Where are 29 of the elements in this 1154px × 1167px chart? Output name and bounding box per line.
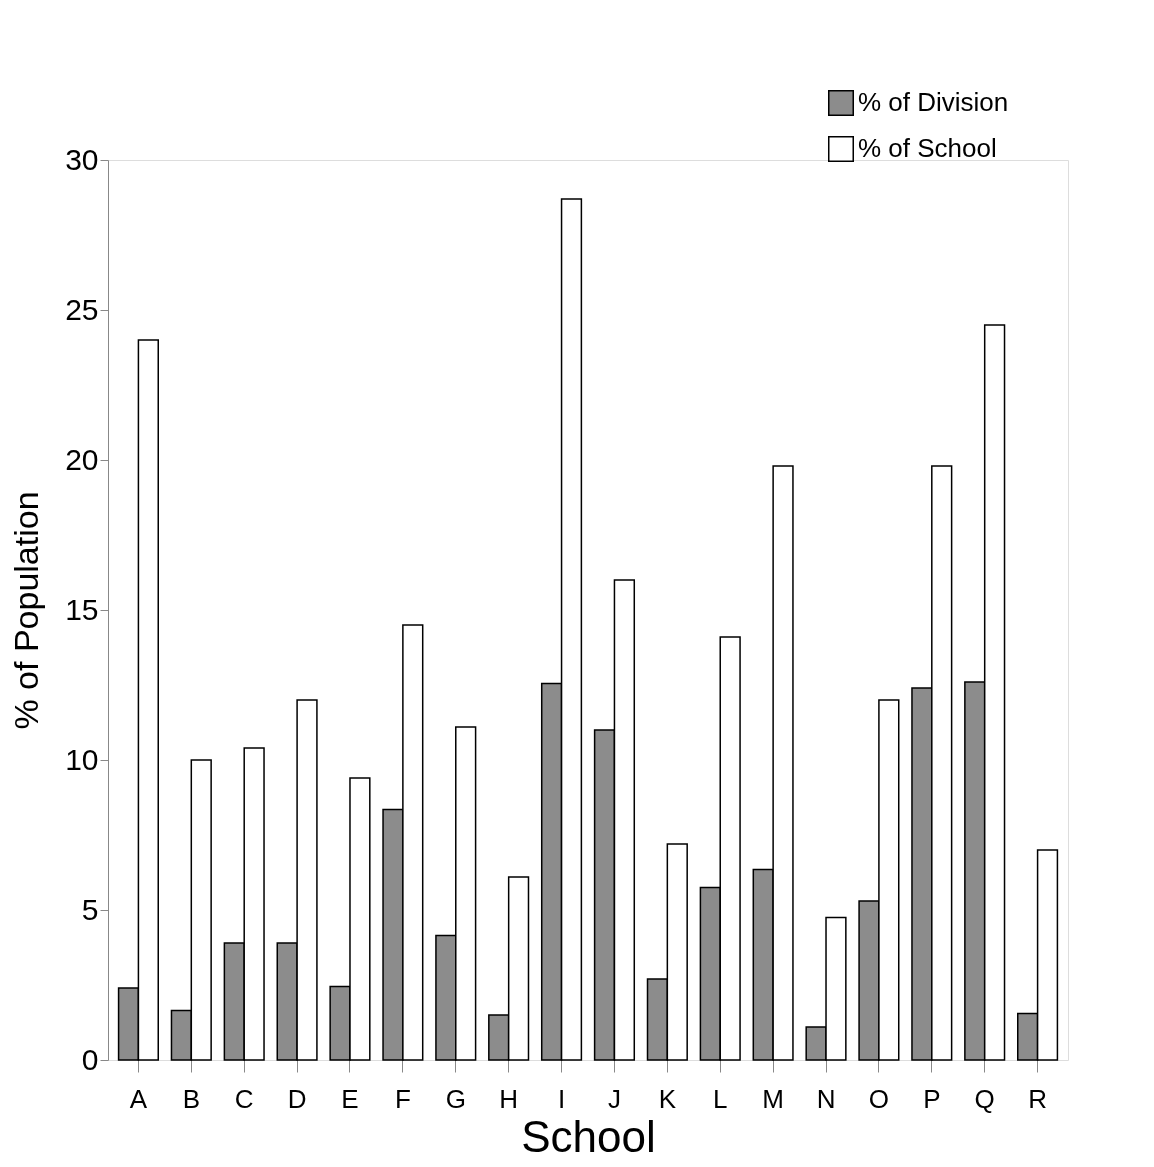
x-tick-label: R	[1028, 1083, 1047, 1114]
y-axis-title: % of Population	[7, 491, 46, 730]
x-tick-label: I	[557, 1083, 566, 1114]
legend-label: % of School	[858, 133, 997, 163]
legend-label: % of Division	[858, 87, 1009, 117]
x-tick-label: O	[868, 1083, 890, 1114]
x-tick-label: K	[658, 1083, 677, 1114]
y-tick-label: 15	[65, 592, 99, 626]
x-tick-label: M	[762, 1083, 784, 1114]
x-tick-label: J	[607, 1083, 621, 1114]
x-tick-label: C	[234, 1083, 254, 1114]
x-tick-label: N	[816, 1083, 836, 1114]
x-tick-label: D	[287, 1083, 307, 1114]
y-tick-label: 20	[65, 442, 99, 476]
x-tick-label: Q	[974, 1083, 995, 1114]
x-tick-label: A	[129, 1083, 148, 1114]
x-tick-label: H	[499, 1083, 519, 1114]
y-tick-label: 10	[65, 742, 99, 776]
x-axis-title: School	[521, 1111, 656, 1161]
x-tick-label: P	[923, 1083, 941, 1114]
x-tick-label: F	[394, 1083, 411, 1114]
y-tick-label: 25	[65, 292, 99, 326]
x-tick-label: E	[341, 1083, 359, 1114]
y-tick-label: 5	[81, 892, 99, 926]
y-tick-label: 0	[81, 1042, 99, 1076]
x-tick-label: L	[713, 1083, 728, 1114]
x-tick-label: G	[445, 1083, 466, 1114]
y-tick-label: 30	[65, 142, 99, 176]
x-tick-label: B	[182, 1083, 200, 1114]
